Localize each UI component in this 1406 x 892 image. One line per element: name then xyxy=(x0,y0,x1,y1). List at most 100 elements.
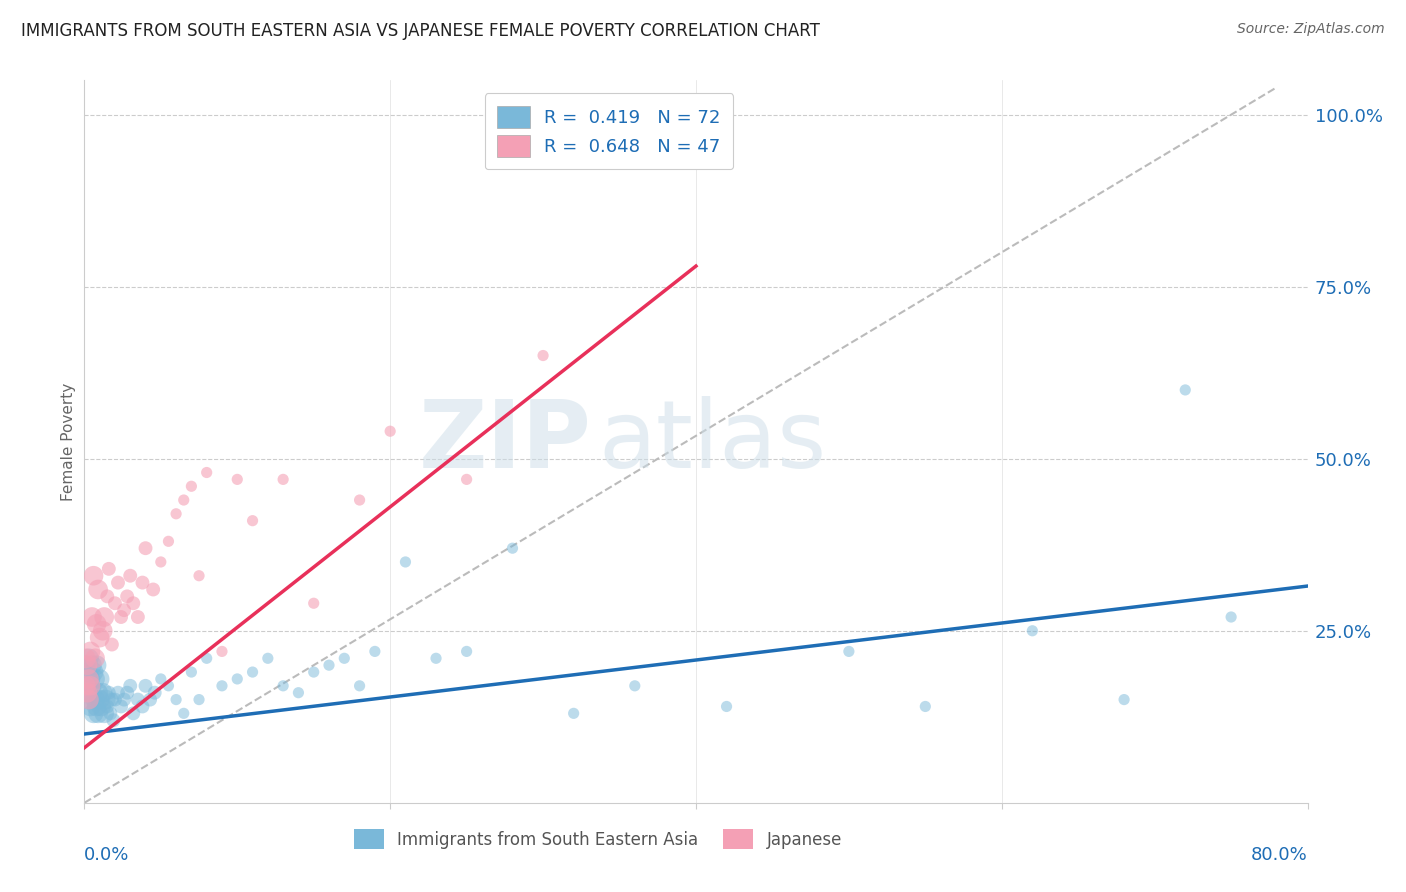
Point xyxy=(122,596,145,610)
Point xyxy=(83,706,105,721)
Point xyxy=(1174,383,1197,397)
Point xyxy=(195,651,218,665)
Point xyxy=(91,686,114,700)
Point xyxy=(142,582,165,597)
Point xyxy=(110,699,132,714)
Point xyxy=(77,692,100,706)
Point xyxy=(120,568,142,582)
Point xyxy=(157,679,180,693)
Point xyxy=(242,665,264,679)
Point xyxy=(87,706,110,721)
Point xyxy=(624,679,647,693)
Point xyxy=(96,699,118,714)
Point xyxy=(104,596,127,610)
Point xyxy=(84,672,107,686)
Point xyxy=(122,706,145,721)
Point xyxy=(211,679,233,693)
Point xyxy=(131,699,153,714)
Point xyxy=(271,472,294,486)
Point xyxy=(531,349,554,363)
Point xyxy=(716,699,738,714)
Point xyxy=(76,658,98,673)
Point xyxy=(165,692,187,706)
Text: 80.0%: 80.0% xyxy=(1251,847,1308,864)
Point xyxy=(104,692,127,706)
Point xyxy=(562,706,585,721)
Point xyxy=(1114,692,1136,706)
Point xyxy=(86,658,108,673)
Point xyxy=(75,651,97,665)
Text: atlas: atlas xyxy=(598,395,827,488)
Point xyxy=(94,692,117,706)
Point xyxy=(97,562,120,576)
Point xyxy=(302,596,325,610)
Point xyxy=(349,679,371,693)
Point xyxy=(149,672,172,686)
Point xyxy=(83,568,105,582)
Point xyxy=(394,555,416,569)
Point xyxy=(425,651,447,665)
Point xyxy=(318,658,340,673)
Point xyxy=(75,679,97,693)
Point xyxy=(502,541,524,556)
Point xyxy=(77,672,100,686)
Point xyxy=(91,624,114,638)
Point xyxy=(107,575,129,590)
Point xyxy=(93,706,115,721)
Point xyxy=(302,665,325,679)
Point xyxy=(87,686,110,700)
Point xyxy=(101,638,124,652)
Point xyxy=(103,713,125,727)
Point xyxy=(456,644,478,658)
Point xyxy=(456,472,478,486)
Point xyxy=(333,651,356,665)
Point xyxy=(380,424,402,438)
Point xyxy=(79,679,101,693)
Point xyxy=(79,699,101,714)
Point xyxy=(80,658,103,673)
Point xyxy=(143,686,166,700)
Point xyxy=(120,679,142,693)
Text: ZIP: ZIP xyxy=(419,395,592,488)
Text: Source: ZipAtlas.com: Source: ZipAtlas.com xyxy=(1237,22,1385,37)
Point xyxy=(89,672,111,686)
Point xyxy=(115,590,138,604)
Point xyxy=(115,686,138,700)
Point xyxy=(84,651,107,665)
Point xyxy=(127,692,149,706)
Text: IMMIGRANTS FROM SOUTH EASTERN ASIA VS JAPANESE FEMALE POVERTY CORRELATION CHART: IMMIGRANTS FROM SOUTH EASTERN ASIA VS JA… xyxy=(21,22,820,40)
Point xyxy=(139,692,162,706)
Point xyxy=(76,686,98,700)
Point xyxy=(93,610,115,624)
Point xyxy=(135,679,157,693)
Point xyxy=(188,692,211,706)
Point xyxy=(364,644,387,658)
Point xyxy=(135,541,157,556)
Point xyxy=(87,582,110,597)
Point xyxy=(101,692,124,706)
Point xyxy=(226,672,249,686)
Y-axis label: Female Poverty: Female Poverty xyxy=(60,383,76,500)
Point xyxy=(257,651,280,665)
Point xyxy=(77,692,100,706)
Point xyxy=(211,644,233,658)
Point xyxy=(149,555,172,569)
Point xyxy=(75,679,97,693)
Point xyxy=(89,631,111,645)
Point xyxy=(287,686,309,700)
Point xyxy=(165,507,187,521)
Point xyxy=(112,692,135,706)
Point xyxy=(127,610,149,624)
Point xyxy=(654,121,676,136)
Point xyxy=(838,644,860,658)
Point xyxy=(180,479,202,493)
Point xyxy=(83,665,105,679)
Point xyxy=(914,699,936,714)
Point xyxy=(80,686,103,700)
Point xyxy=(75,658,97,673)
Point xyxy=(76,665,98,679)
Text: 0.0%: 0.0% xyxy=(84,847,129,864)
Point xyxy=(1220,610,1243,624)
Point xyxy=(349,493,371,508)
Point xyxy=(98,706,121,721)
